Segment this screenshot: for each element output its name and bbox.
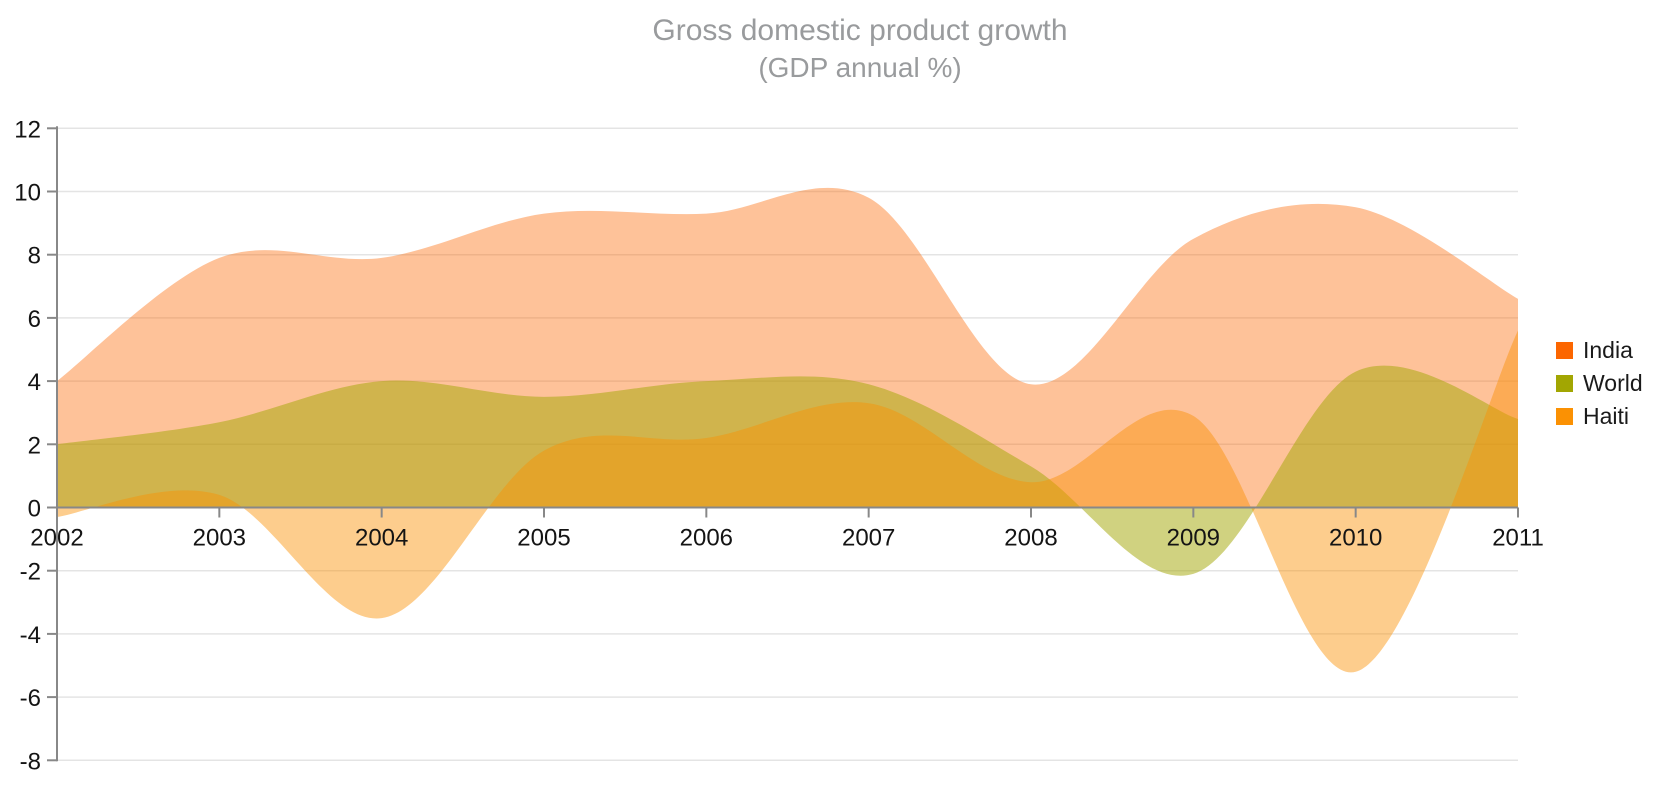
world-area [57, 365, 1518, 576]
y-tick-label: 2 [28, 432, 41, 459]
x-tick-label: 2011 [1492, 525, 1544, 552]
haiti-series-swatch-icon [1556, 408, 1573, 425]
y-tick-label: -4 [20, 622, 41, 649]
legend-label-world: World [1583, 370, 1643, 396]
x-tick-label: 2008 [1004, 525, 1057, 552]
legend-item-world[interactable]: World [1556, 367, 1643, 400]
haiti-area [57, 330, 1518, 673]
y-tick-label: 4 [28, 369, 41, 396]
y-tick-label: 10 [14, 180, 41, 207]
x-tick-label: 2004 [355, 525, 408, 552]
y-tick-label: -8 [20, 748, 41, 775]
legend-label-india: India [1583, 337, 1633, 363]
india-series-swatch-icon [1556, 342, 1573, 359]
y-tick-label: 8 [28, 243, 41, 270]
x-tick-label: 2003 [193, 525, 246, 552]
x-tick-label: 2005 [517, 525, 570, 552]
x-tick-label: 2006 [680, 525, 733, 552]
x-tick-label: 2010 [1329, 525, 1382, 552]
y-tick-label: 12 [14, 116, 41, 143]
world-series-swatch-icon [1556, 375, 1573, 392]
y-tick-label: -2 [20, 559, 41, 586]
x-tick-label: 2007 [842, 525, 895, 552]
y-tick-label: 0 [28, 496, 41, 523]
legend-item-india[interactable]: India [1556, 334, 1643, 367]
legend-label-haiti: Haiti [1583, 403, 1630, 429]
x-tick-label: 2009 [1167, 525, 1220, 552]
x-tick-label: 2002 [30, 525, 83, 552]
legend: India World Haiti [1556, 334, 1643, 433]
legend-item-haiti[interactable]: Haiti [1556, 400, 1643, 433]
y-tick-label: 6 [28, 306, 41, 333]
y-tick-label: -6 [20, 685, 41, 712]
